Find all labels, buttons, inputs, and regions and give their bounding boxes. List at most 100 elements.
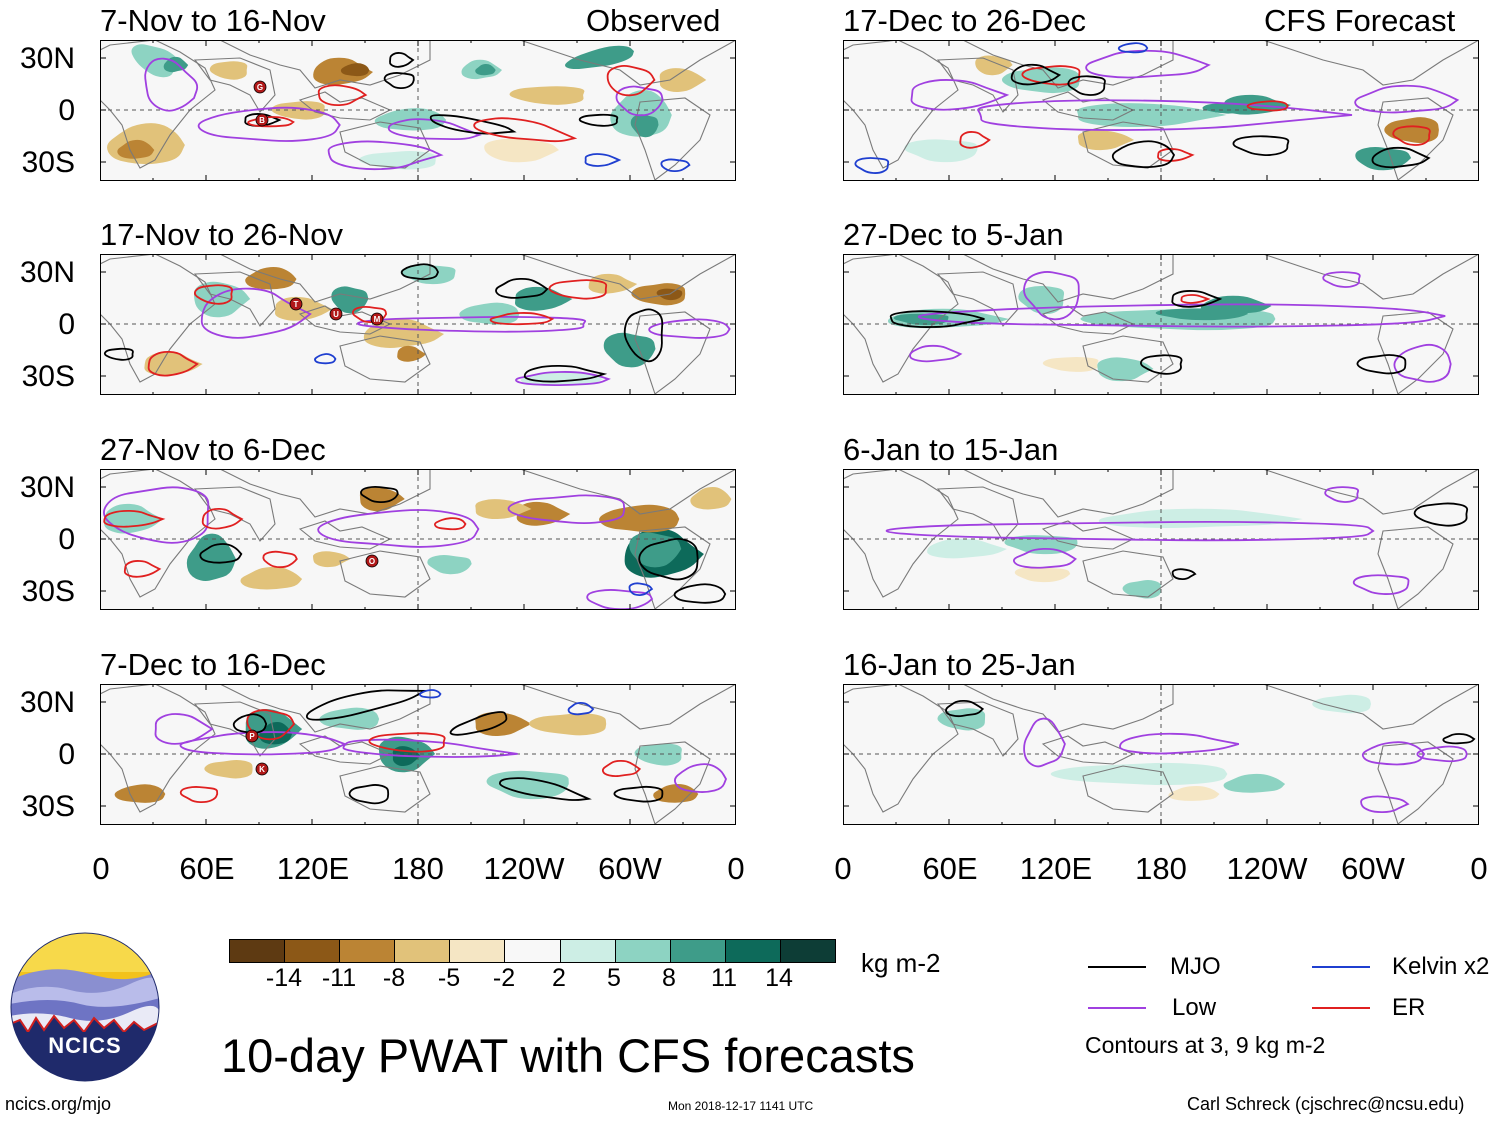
er-contour <box>368 732 446 753</box>
panel-title-left-1: 7-Nov to 16-Nov <box>100 3 326 38</box>
low-contour <box>1085 49 1211 79</box>
er-contour <box>201 507 244 530</box>
low-contour <box>1324 486 1359 503</box>
lat-label-30s: 30S <box>21 575 75 608</box>
pwat-anomaly-fill <box>1014 566 1071 583</box>
mjo-contour <box>498 777 592 801</box>
kelvin-contour <box>628 582 654 597</box>
coastline <box>1082 550 1174 598</box>
low-contour <box>1012 547 1077 569</box>
footer-url[interactable]: ncics.org/mjo <box>5 1094 112 1114</box>
mjo-contour <box>103 347 134 361</box>
colorbar-tick-label: -14 <box>265 964 303 992</box>
storm-marker: P <box>245 729 259 743</box>
coastline <box>100 40 216 169</box>
map-panel-left-1: GB <box>100 40 736 181</box>
legend-note: Contours at 3, 9 kg m-2 <box>1085 1032 1326 1058</box>
panel-title-left-4: 7-Dec to 16-Dec <box>100 647 326 682</box>
pwat-anomaly-fill <box>1312 694 1371 714</box>
lon-label-180: 180 <box>1135 851 1187 886</box>
coastline <box>936 701 1019 757</box>
kelvin-contour <box>314 353 337 365</box>
coastline <box>219 469 431 518</box>
low-contour <box>387 118 482 141</box>
legend-swatch-er <box>1312 1007 1370 1009</box>
mjo-contour <box>1171 568 1197 581</box>
pwat-anomaly-fill <box>1168 785 1220 801</box>
colorbar-bin <box>285 940 341 962</box>
pwat-anomaly-fill <box>659 68 707 93</box>
low-contour <box>909 344 963 363</box>
coastline <box>962 469 1174 518</box>
pwat-anomaly-fill <box>397 345 427 362</box>
low-contour <box>342 738 518 758</box>
low-contour <box>1322 271 1361 288</box>
er-contour <box>433 517 467 531</box>
main-title: 10-day PWAT with CFS forecasts <box>221 1029 915 1082</box>
pwat-anomaly-fill <box>927 538 1007 559</box>
low-contour <box>317 509 480 548</box>
er-contour <box>606 64 656 97</box>
colorbar-bin <box>505 940 561 962</box>
low-contour <box>179 731 347 756</box>
pwat-anomaly-fill <box>271 101 325 120</box>
legend-label-er: ER <box>1392 994 1426 1021</box>
legend-swatch-mjo <box>1088 966 1146 968</box>
map-panel-right-3 <box>843 469 1479 610</box>
pwat-anomaly-fill <box>363 318 444 348</box>
pwat-anomaly-fill <box>359 487 405 512</box>
mjo-contour <box>1413 502 1469 527</box>
pwat-anomaly-fill <box>186 533 236 582</box>
panel-title-left-2: 17-Nov to 26-Nov <box>100 217 343 252</box>
low-contour <box>1354 84 1460 114</box>
pwat-anomaly-fill <box>204 759 253 779</box>
footer-author[interactable]: Carl Schreck (cjschrec@ncsu.edu) <box>1187 1094 1465 1114</box>
pwat-anomaly-fill <box>1223 773 1286 793</box>
coastline <box>1377 97 1454 181</box>
storm-marker: O <box>365 554 379 568</box>
pwat-anomaly-fill <box>209 61 248 80</box>
mjo-contour <box>348 784 390 805</box>
er-contour <box>601 759 642 778</box>
storm-marker: T <box>289 297 303 311</box>
colorbar-tick-label: -11 <box>321 964 357 992</box>
low-contour <box>1360 795 1410 814</box>
pwat-anomaly-fill <box>486 770 569 800</box>
mjo-contour <box>449 711 508 736</box>
low-contour <box>1023 717 1066 768</box>
pwat-anomaly-fill <box>1122 580 1161 599</box>
map-panel-right-1 <box>843 40 1479 181</box>
coastline <box>1262 684 1479 730</box>
low-contour <box>154 713 214 745</box>
mjo-contour <box>495 277 549 299</box>
lon-label-120e: 120E <box>1019 851 1093 886</box>
coastline <box>339 121 431 169</box>
svg-text:K: K <box>259 765 265 774</box>
mjo-contour <box>305 689 429 721</box>
mjo-contour <box>638 537 699 581</box>
pwat-anomaly-fill <box>565 45 634 70</box>
er-contour <box>262 550 298 569</box>
colorbar-units: kg m-2 <box>861 948 941 978</box>
low-contour <box>200 287 312 339</box>
coastline <box>193 486 276 542</box>
mjo-contour <box>945 699 985 718</box>
er-contour <box>1246 100 1289 112</box>
low-contour <box>1393 343 1452 383</box>
panel-title-right-3: 6-Jan to 15-Jan <box>843 432 1059 467</box>
svg-text:B: B <box>259 116 265 125</box>
pwat-anomaly-fill <box>484 138 559 163</box>
lon-label-120w: 120W <box>483 851 565 886</box>
pwat-anomaly-fill <box>114 784 166 803</box>
coastline <box>193 57 276 113</box>
legend-swatch-kelvin <box>1312 966 1370 968</box>
lon-label-120e: 120E <box>276 851 350 886</box>
lat-label-30n: 30N <box>19 256 75 289</box>
coastline <box>843 469 959 598</box>
mjo-contour <box>1171 290 1223 308</box>
coastline <box>519 40 736 86</box>
ncics-logo <box>10 932 160 1082</box>
colorbar-tick-label: 8 <box>662 964 676 992</box>
coastline <box>339 550 431 598</box>
mjo-contour <box>1371 146 1431 169</box>
